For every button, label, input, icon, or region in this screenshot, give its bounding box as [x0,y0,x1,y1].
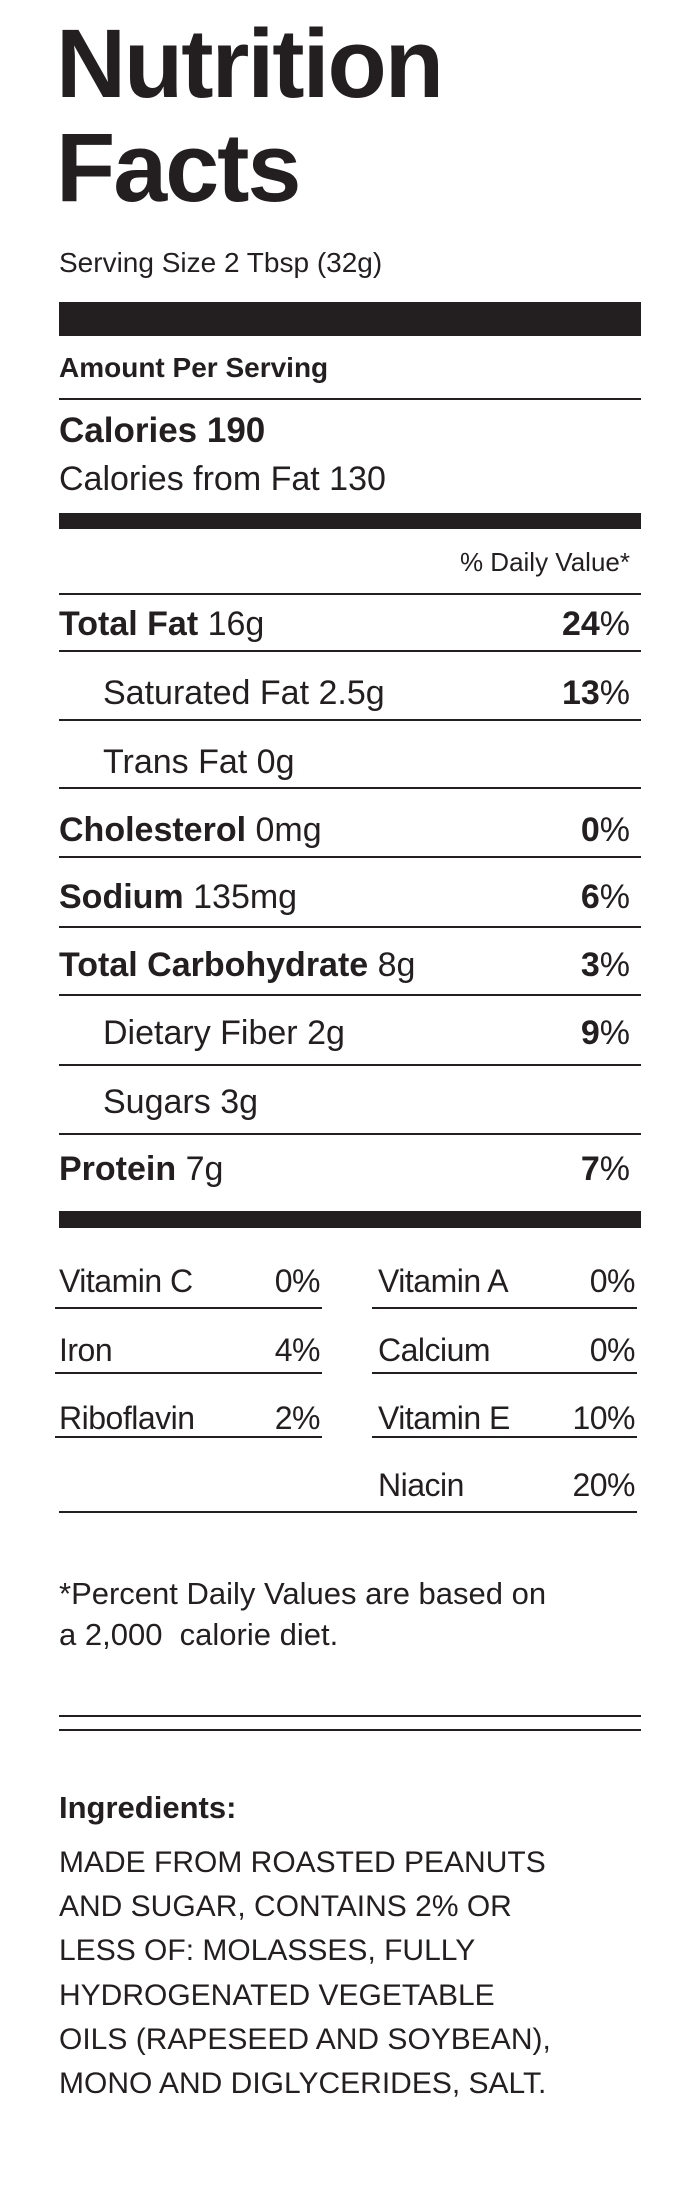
calories-value: 190 [206,411,266,450]
daily-value: 24% [561,604,630,643]
daily-value: 3% [580,945,630,984]
rule [55,1307,322,1309]
nutrient-amount: 0mg [255,810,322,849]
daily-value: 7% [580,1149,630,1188]
vitamin-value: 2% [274,1400,321,1436]
nutrient-row: Trans Fat 0g [103,742,295,783]
serving-size: Serving Size 2 Tbsp (32g) [59,247,383,278]
nutrient-amount: 8g [377,945,416,984]
vitamin-value: 0% [589,1332,636,1368]
ingredients-text: LESS OF: MOLASSES, FULLY [59,1934,476,1968]
rule [59,994,641,996]
rule [372,1436,637,1438]
rule [59,856,641,858]
vitamin-name: Iron [59,1332,113,1368]
calories-row: Calories 190 [59,410,265,452]
vitamin-value: 0% [274,1263,321,1299]
daily-value: 0% [580,810,630,849]
calories-from-fat: Calories from Fat 130 [59,459,386,498]
rule [59,593,641,595]
title: Nutrition Facts [56,9,444,222]
ingredients-text: AND SUGAR, CONTAINS 2% OR [59,1890,512,1924]
daily-value: 6% [580,877,630,916]
rule [59,787,641,789]
nutrient-name: Total Fat [59,604,199,643]
rule [59,1729,641,1731]
nutrient-name: Dietary Fiber [103,1013,298,1052]
nutrient-row: Dietary Fiber 2g [103,1013,345,1054]
nutrient-name: Cholesterol [59,810,247,849]
ingredients-text: OILS (RAPESEED AND SOYBEAN), [59,2022,551,2056]
vitamin-value: 4% [274,1332,321,1368]
nutrient-amount: 2g [307,1013,345,1052]
nutrient-name: Protein [59,1149,177,1188]
rule [59,1064,641,1066]
daily-value: 9% [580,1013,630,1052]
rule [59,719,641,721]
rule [59,1133,641,1135]
amount-per-serving: Amount Per Serving [59,352,329,383]
vitamin-name: Niacin [378,1467,464,1503]
footnote: *Percent Daily Values are based on [59,1575,547,1611]
vitamin-name: Vitamin C [59,1263,193,1299]
nutrient-name: Saturated Fat [103,673,310,712]
vitamin-value: 10% [572,1400,635,1436]
rule [59,513,641,529]
daily-value: 13% [561,673,630,712]
vitamin-value: 20% [572,1467,635,1503]
vitamin-value: 0% [589,1263,636,1299]
calories-label: Calories [59,411,198,450]
nutrient-row: Total Fat 16g [59,604,264,645]
rule [59,926,641,928]
nutrient-amount: 0g [256,742,295,781]
ingredients-text: MADE FROM ROASTED PEANUTS [59,1846,546,1879]
rule [372,1372,637,1374]
nutrient-row: Saturated Fat 2.5g [103,673,385,714]
ingredients-text: MONO AND DIGLYCERIDES, SALT. [59,2067,547,2100]
rule [59,1715,641,1717]
nutrient-row: Cholesterol 0mg [59,810,322,851]
rule [59,398,641,400]
rule [59,1211,641,1228]
nutrient-row: Protein 7g [59,1149,223,1190]
vitamin-name: Riboflavin [59,1400,195,1436]
daily-value-header: % Daily Value* [459,546,630,577]
nutrient-row: Sugars 3g [103,1082,258,1123]
nutrient-name: Total Carbohydrate [59,945,369,984]
rule [59,302,641,336]
nutrient-name: Sugars [103,1082,211,1121]
vitamin-name: Vitamin E [378,1400,510,1436]
nutrient-name: Trans Fat [103,742,248,781]
nutrient-amount: 3g [220,1082,259,1121]
nutrient-row: Sodium 135mg [59,877,297,918]
nutrient-amount: 135mg [193,877,298,916]
nutrient-amount: 16g [207,604,265,643]
footnote: a 2,000 calorie diet. [59,1616,339,1652]
rule [372,1307,637,1309]
ingredients-text: HYDROGENATED VEGETABLE [59,1978,495,2012]
rule [59,1511,637,1513]
rule [55,1372,322,1374]
ingredients-heading: Ingredients: [59,1789,237,1825]
rule [55,1436,322,1438]
nutrient-amount: 2.5g [318,673,385,712]
vitamin-name: Calcium [378,1332,491,1368]
nutrient-amount: 7g [185,1149,224,1188]
nutrient-row: Total Carbohydrate 8g [59,945,415,986]
vitamin-name: Vitamin A [378,1263,509,1299]
rule [59,650,641,652]
nutrient-name: Sodium [59,877,184,916]
